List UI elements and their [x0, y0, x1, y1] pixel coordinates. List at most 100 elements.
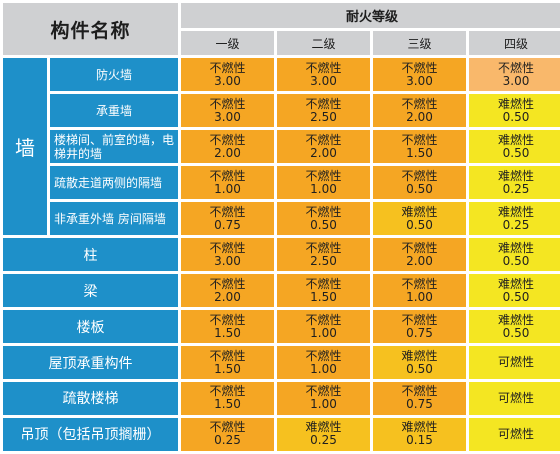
fire-resistance-hours: 3.00 — [310, 73, 337, 88]
combustibility-label: 不燃性 — [209, 240, 246, 255]
combustibility-label: 难燃性 — [498, 168, 535, 183]
fire-resistance-hours: 0.50 — [502, 325, 530, 340]
grade-2-header: 二级 — [277, 30, 371, 56]
combustibility-label: 不燃性 — [209, 348, 246, 363]
rating-cell: 可燃性 — [469, 346, 560, 380]
component-name-header: 构件名称 — [3, 3, 179, 56]
rating-cell: 难燃性 0.15 — [373, 417, 467, 451]
rating-cell: 不燃性 2.00 — [181, 130, 275, 164]
fire-resistance-hours: 2.00 — [406, 109, 433, 124]
fire-resistance-hours: 1.50 — [214, 361, 241, 376]
combustibility-label: 不燃性 — [305, 204, 342, 219]
rating-cell: 难燃性 0.50 — [469, 94, 560, 128]
combustibility-label: 不燃性 — [209, 312, 246, 327]
combustibility-label: 不燃性 — [209, 96, 246, 111]
component-name: 防火墙 — [50, 58, 179, 92]
rating-cell: 难燃性 0.50 — [469, 310, 560, 344]
combustibility-label: 不燃性 — [305, 96, 342, 111]
combustibility-label: 不燃性 — [305, 348, 342, 363]
fire-resistance-hours: 0.50 — [502, 289, 530, 304]
fire-resistance-hours: 3.00 — [214, 253, 241, 268]
rating-cell: 不燃性 0.50 — [277, 202, 371, 236]
fire-resistance-hours: 1.50 — [214, 325, 241, 340]
table-row: 梁不燃性 2.00 不燃性 1.50 不燃性 1.00 难燃性 0.50 — [3, 274, 560, 308]
rating-cell: 不燃性 0.75 — [373, 310, 467, 344]
combustibility-label: 难燃性 — [401, 420, 438, 435]
combustibility-label: 不燃性 — [305, 60, 342, 75]
fire-resistance-hours: 0.50 — [406, 217, 433, 232]
fire-resistance-hours: 0.15 — [406, 433, 433, 448]
fire-resistance-hours: 2.00 — [214, 289, 241, 304]
component-name: 吊顶（包括吊顶搁栅） — [3, 417, 179, 451]
combustibility-label: 难燃性 — [305, 420, 342, 435]
rating-cell: 不燃性 1.50 — [373, 130, 467, 164]
rating-cell: 难燃性 0.50 — [469, 238, 560, 272]
combustibility-label: 不燃性 — [305, 132, 342, 147]
rating-cell: 可燃性 — [469, 382, 560, 415]
rating-cell: 不燃性 0.75 — [373, 382, 467, 415]
combustibility-label: 不燃性 — [209, 384, 246, 399]
combustibility-label: 不燃性 — [401, 60, 438, 75]
combustibility-label: 难燃性 — [498, 312, 535, 327]
combustibility-label: 不燃性 — [209, 276, 246, 291]
component-name: 承重墙 — [50, 94, 179, 128]
fire-resistance-hours: 1.50 — [214, 397, 241, 412]
table-row: 疏散走道两侧的隔墙 不燃性 1.00 不燃性 1.00 不燃性 0.50 难燃性 0.25 — [3, 166, 560, 200]
table-row: 承重墙 不燃性 3.00 不燃性 2.50 不燃性 2.00 难燃性 0.50 — [3, 94, 560, 128]
combustibility-label: 不燃性 — [305, 384, 342, 399]
combustibility-label: 可燃性 — [498, 426, 535, 441]
fire-resistance-hours: 1.00 — [406, 289, 433, 304]
fire-resistance-hours: 1.00 — [310, 325, 337, 340]
grade-4-header: 四级 — [469, 30, 560, 56]
fire-resistance-hours: 1.50 — [310, 289, 337, 304]
component-name: 楼板 — [3, 310, 179, 344]
rating-cell: 不燃性 3.00 — [469, 58, 560, 92]
rating-cell: 不燃性 3.00 — [181, 58, 275, 92]
rating-cell: 不燃性 2.50 — [277, 94, 371, 128]
rating-cell: 不燃性 1.00 — [277, 310, 371, 344]
rating-cell: 不燃性 1.00 — [181, 166, 275, 200]
component-name: 屋顶承重构件 — [3, 346, 179, 380]
rating-cell: 不燃性 3.00 — [181, 238, 275, 272]
fire-resistance-hours: 0.75 — [406, 397, 433, 412]
rating-cell: 不燃性 3.00 — [373, 58, 467, 92]
rating-cell: 不燃性 2.00 — [181, 274, 275, 308]
rating-cell: 难燃性 0.25 — [469, 166, 560, 200]
fire-resistance-hours: 1.50 — [406, 145, 433, 160]
rating-cell: 不燃性 3.00 — [277, 58, 371, 92]
rating-cell: 不燃性 0.50 — [373, 166, 467, 200]
combustibility-label: 不燃性 — [305, 240, 342, 255]
grade-3-header: 三级 — [373, 30, 467, 56]
component-name: 梁 — [3, 274, 179, 308]
fire-resistance-hours: 1.00 — [310, 397, 337, 412]
fire-resistance-hours: 2.50 — [310, 253, 337, 268]
fire-resistance-hours: 0.50 — [310, 217, 337, 232]
rating-cell: 不燃性 0.25 — [181, 417, 275, 451]
table-row: 疏散楼梯 不燃性 1.50 不燃性 1.00 不燃性 0.75 可燃性 — [3, 382, 560, 415]
fire-resistance-hours: 2.00 — [310, 145, 337, 160]
rating-cell: 难燃性 0.50 — [469, 130, 560, 164]
component-name: 楼梯间、前室的墙，电梯井的墙 — [50, 130, 179, 164]
fire-resistance-hours: 0.25 — [214, 433, 241, 448]
fire-resistance-hours: 3.00 — [406, 73, 433, 88]
component-name: 柱 — [3, 238, 179, 272]
component-name: 疏散楼梯 — [3, 382, 179, 415]
rating-cell: 不燃性 1.50 — [181, 382, 275, 415]
fire-rating-header: 耐火等级 — [181, 3, 560, 28]
combustibility-label: 不燃性 — [498, 60, 535, 75]
rating-cell: 不燃性 1.50 — [181, 346, 275, 380]
combustibility-label: 难燃性 — [498, 276, 535, 291]
rating-cell: 不燃性 0.75 — [181, 202, 275, 236]
fire-resistance-hours: 3.00 — [214, 73, 241, 88]
rating-cell: 难燃性 0.25 — [469, 202, 560, 236]
combustibility-label: 难燃性 — [498, 240, 535, 255]
fire-resistance-hours: 0.25 — [502, 181, 530, 196]
rating-cell: 不燃性 1.00 — [373, 274, 467, 308]
combustibility-label: 不燃性 — [209, 168, 246, 183]
table-row: 屋顶承重构件 不燃性 1.50 不燃性 1.00 难燃性 0.50 可燃性 — [3, 346, 560, 380]
combustibility-label: 不燃性 — [305, 276, 342, 291]
rating-cell: 不燃性 2.00 — [373, 238, 467, 272]
rating-cell: 不燃性 1.50 — [277, 274, 371, 308]
